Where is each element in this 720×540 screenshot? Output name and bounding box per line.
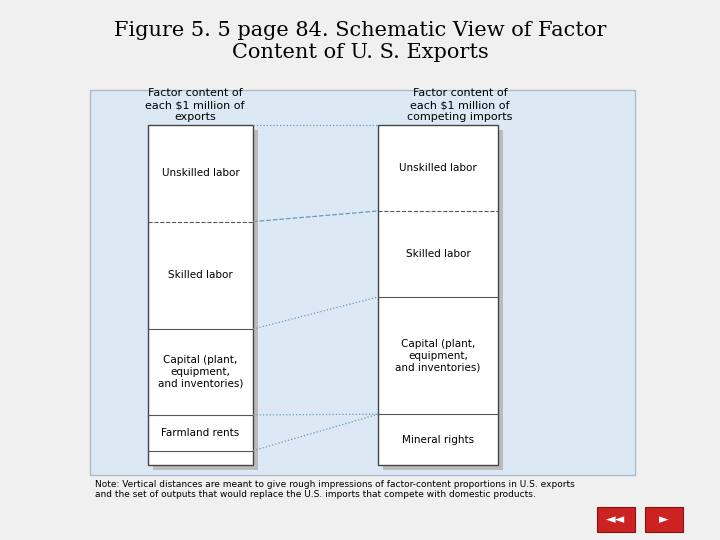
- Text: Unskilled labor: Unskilled labor: [399, 163, 477, 173]
- Bar: [90, 90, 635, 475]
- Bar: [645, 507, 683, 532]
- Text: Figure 5. 5 page 84. Schematic View of Factor: Figure 5. 5 page 84. Schematic View of F…: [114, 21, 606, 39]
- Text: ►: ►: [660, 514, 669, 526]
- Text: Mineral rights: Mineral rights: [402, 435, 474, 444]
- Bar: [153, 130, 258, 470]
- Text: ◄◄: ◄◄: [606, 514, 626, 526]
- Bar: [378, 125, 498, 465]
- Text: Note: Vertical distances are meant to give rough impressions of factor-content p: Note: Vertical distances are meant to gi…: [95, 480, 575, 500]
- Text: Capital (plant,
equipment,
and inventories): Capital (plant, equipment, and inventori…: [395, 339, 481, 372]
- Bar: [597, 507, 635, 532]
- Text: Skilled labor: Skilled labor: [405, 249, 470, 259]
- Text: Unskilled labor: Unskilled labor: [161, 168, 239, 178]
- Bar: [383, 130, 503, 470]
- Text: Factor content of
each $1 million of
competing imports: Factor content of each $1 million of com…: [408, 89, 513, 122]
- Text: Factor content of
each $1 million of
exports: Factor content of each $1 million of exp…: [145, 89, 245, 122]
- Text: Skilled labor: Skilled labor: [168, 271, 233, 280]
- Text: Content of U. S. Exports: Content of U. S. Exports: [232, 43, 488, 62]
- Bar: [148, 125, 253, 465]
- Text: Farmland rents: Farmland rents: [161, 428, 240, 438]
- Text: Capital (plant,
equipment,
and inventories): Capital (plant, equipment, and inventori…: [158, 355, 243, 389]
